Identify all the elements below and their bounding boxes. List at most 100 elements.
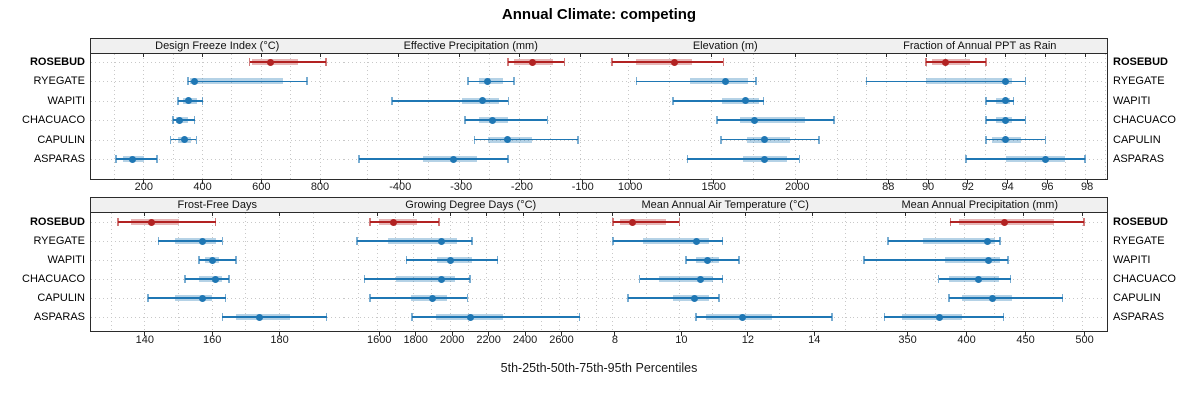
axis-tick-bottom xyxy=(966,332,968,336)
axis-tick-label: 2600 xyxy=(549,334,574,346)
axis-tick-bottom xyxy=(796,180,798,184)
gridline-vertical xyxy=(1044,54,1046,179)
median-dot xyxy=(184,97,192,105)
whisker-cap xyxy=(466,294,469,302)
axis-tick-top xyxy=(413,213,415,216)
whisker-line xyxy=(468,80,514,83)
row-guide-line xyxy=(343,222,596,223)
whisker-line xyxy=(864,259,1009,261)
whisker-cap xyxy=(1009,275,1012,283)
whisker-cap xyxy=(496,256,499,264)
gridline-vertical xyxy=(1064,54,1066,179)
gridline-vertical xyxy=(540,213,542,331)
whisker-cap xyxy=(831,313,834,321)
whisker-line xyxy=(716,119,834,121)
whisker-cap xyxy=(937,275,940,283)
axis-tick-bottom xyxy=(561,332,563,336)
whisker-line xyxy=(185,278,230,280)
gridline-vertical xyxy=(144,213,146,331)
whisker-line xyxy=(720,138,819,141)
axis-tick-bottom xyxy=(279,332,281,336)
gridline-vertical xyxy=(489,54,491,179)
whisker-cap xyxy=(755,77,757,86)
gridline-vertical xyxy=(745,213,747,331)
axis-tick-label: 92 xyxy=(961,181,974,193)
whisker-line xyxy=(465,119,548,121)
row-guide-line xyxy=(852,139,1105,141)
gridline-vertical xyxy=(905,54,907,179)
median-dot xyxy=(975,275,983,283)
axis-tick-label: 10 xyxy=(675,334,688,346)
gridline-vertical xyxy=(627,54,629,179)
gridline-vertical xyxy=(449,213,451,331)
row-guide-line xyxy=(598,298,851,299)
median-dot xyxy=(176,116,184,124)
whisker-cap xyxy=(638,275,641,283)
median-dot xyxy=(446,256,454,264)
row-guide-line xyxy=(91,317,344,318)
gridline-vertical xyxy=(211,213,213,331)
axis-tick-top xyxy=(144,213,146,216)
axis-tick-label: 90 xyxy=(921,181,935,193)
panel-title-strip: Frost-Free Days xyxy=(91,198,344,213)
median-dot xyxy=(983,237,991,245)
row-guide-line xyxy=(343,139,596,141)
median-dot xyxy=(690,294,698,302)
iqr-band xyxy=(189,78,284,85)
axis-tick-bottom xyxy=(521,180,523,184)
iqr-band xyxy=(740,117,806,124)
panel-plot-area xyxy=(91,54,344,179)
median-dot xyxy=(180,136,188,144)
row-guide-line xyxy=(598,279,851,280)
whisker-cap xyxy=(1024,77,1027,86)
gridline-vertical xyxy=(486,213,488,331)
median-dot xyxy=(721,77,729,85)
panel-title-strip: Growing Degree Days (°C) xyxy=(343,198,598,213)
gridline-vertical xyxy=(428,54,430,179)
site-label-left: RYEGATE xyxy=(33,75,85,88)
axis-tick-top xyxy=(965,54,967,57)
axis-tick-label: 88 xyxy=(882,181,895,193)
whisker-line xyxy=(985,100,1014,102)
whisker-line xyxy=(117,221,216,223)
axis-tick-label: 1500 xyxy=(701,181,726,193)
whisker-cap xyxy=(627,294,629,302)
whisker-cap xyxy=(984,96,987,105)
axis-tick-bottom xyxy=(1084,332,1086,336)
axis-tick-label: 600 xyxy=(252,181,271,193)
panel-title-strip: Fraction of Annual PPT as Rain xyxy=(852,39,1107,54)
iqr-band xyxy=(1005,156,1066,162)
whisker-cap xyxy=(1024,116,1027,125)
chart-title: Annual Climate: competing xyxy=(501,6,697,23)
whisker-cap xyxy=(411,313,413,321)
whisker-cap xyxy=(984,135,987,144)
gridline-vertical xyxy=(965,54,967,179)
axis-tick-bottom xyxy=(211,332,213,336)
gridline-vertical xyxy=(231,54,233,179)
axis-tick-top xyxy=(794,54,796,57)
axis-tick-bottom xyxy=(713,180,715,184)
gridline-vertical xyxy=(1082,213,1084,331)
panel-plot-area xyxy=(852,213,1107,331)
axis-tick-top xyxy=(1005,54,1007,57)
site-label-left: CAPULIN xyxy=(37,133,85,146)
axis-tick-label: 94 xyxy=(1001,181,1014,193)
iqr-band xyxy=(636,59,692,65)
panel-title: Mean Annual Air Temperature (°C) xyxy=(641,199,809,211)
whisker-cap xyxy=(156,155,158,163)
site-label-left: ASPARAS xyxy=(33,311,85,323)
whisker-cap xyxy=(187,77,189,86)
whisker-cap xyxy=(248,58,251,66)
gridline-vertical xyxy=(580,54,582,179)
gridline-vertical xyxy=(113,54,115,179)
axis-caption: 5th-25th-50th-75th-95th Percentiles xyxy=(500,361,698,375)
whisker-line xyxy=(884,316,1004,318)
whisker-cap xyxy=(1002,313,1005,321)
iqr-band xyxy=(721,97,759,104)
median-dot xyxy=(750,116,758,124)
gridline-vertical xyxy=(519,54,521,179)
row-guide-line xyxy=(852,120,1105,122)
whisker-cap xyxy=(221,237,224,245)
axis-tick-top xyxy=(745,213,747,216)
row-guide-line xyxy=(598,222,851,223)
